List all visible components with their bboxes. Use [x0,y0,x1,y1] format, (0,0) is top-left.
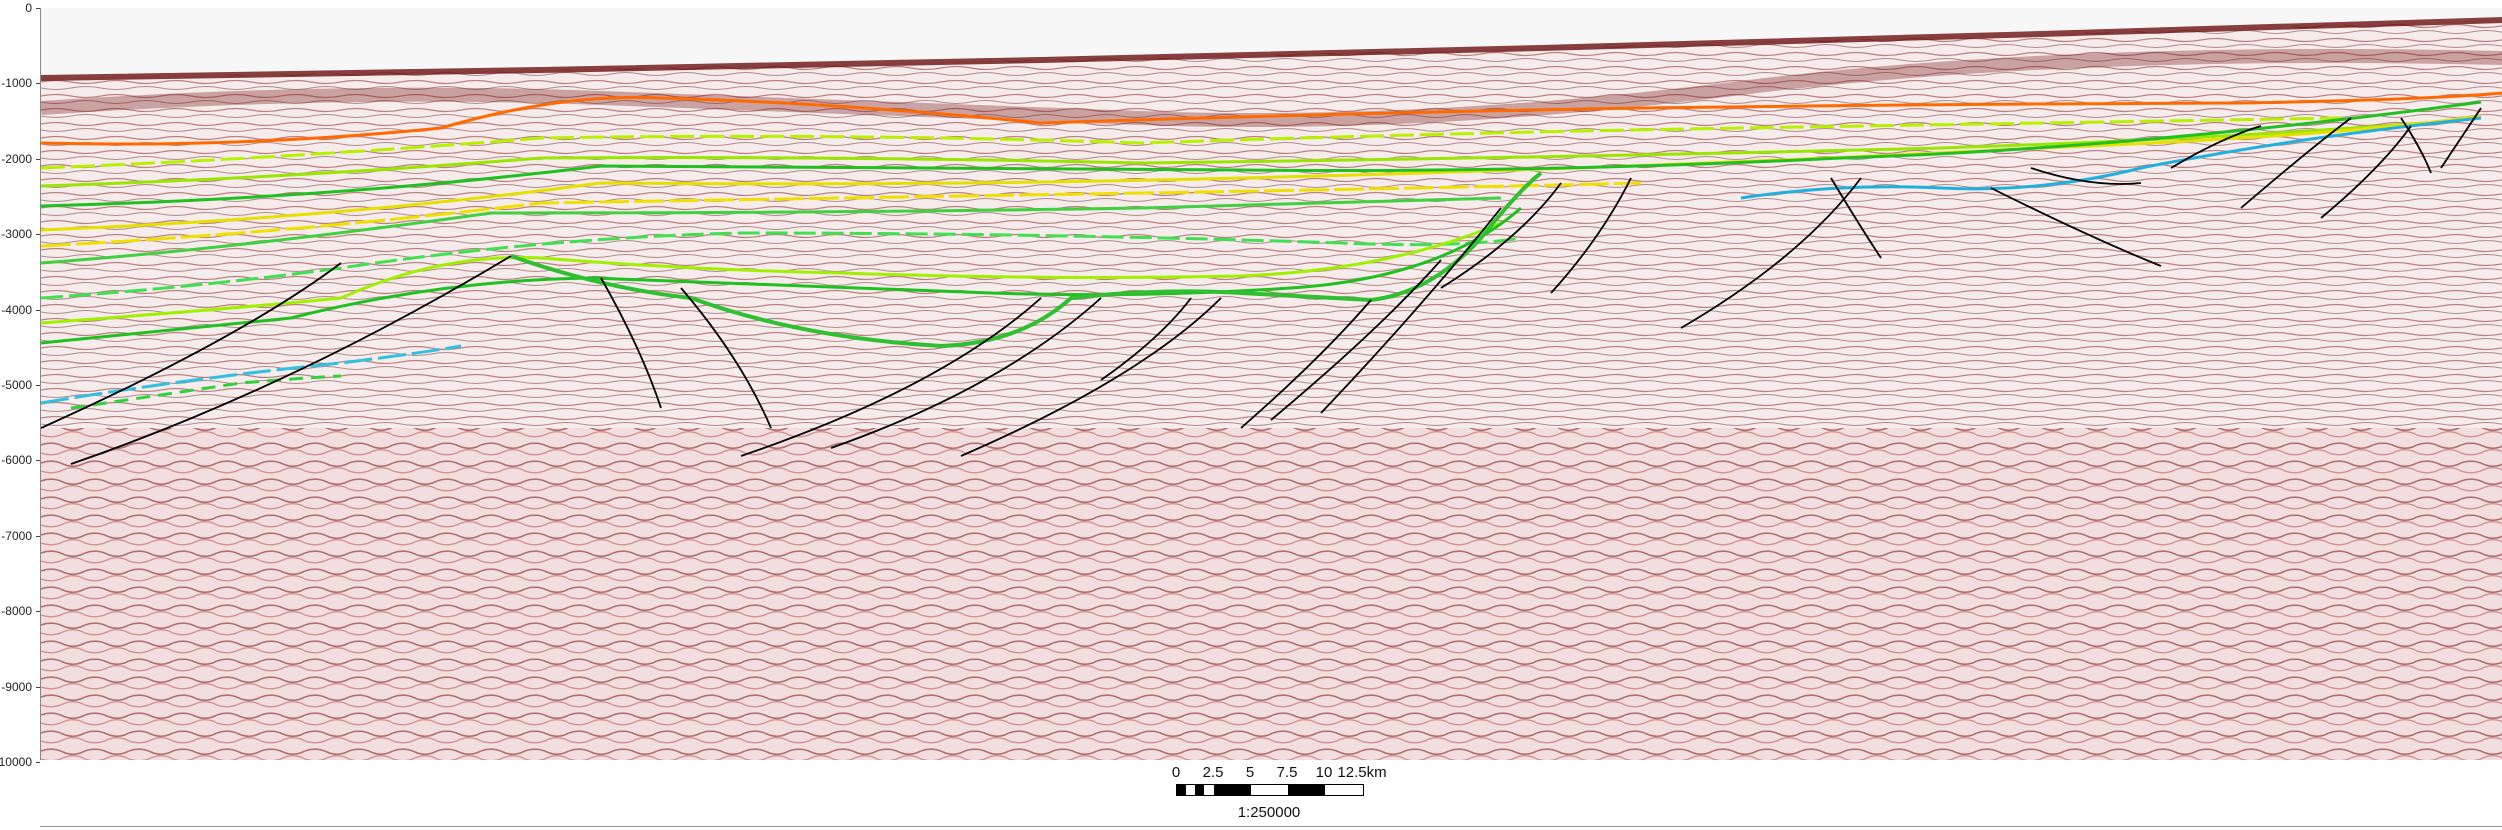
depth-tick-label: -9000 [1,679,32,694]
horizon-yellow-2 [41,181,1642,248]
horizon-orange [41,91,2502,146]
depth-tick-label: -1000 [1,76,32,91]
scale-label-0: 0 [1171,764,1181,781]
horizon-green-1 [41,100,2482,208]
depth-tick-label: -4000 [1,302,32,317]
horizon-green-basin [510,171,1543,349]
depth-tick-label: -8000 [1,604,32,619]
depth-tick-label: 0 [25,1,32,15]
seismic-image [41,8,2502,760]
depth-tick-mark [36,686,40,688]
depth-tick-label: 10000 [0,755,32,769]
depth-tick-mark [36,611,40,613]
scale-label-10: 10 [1315,764,1333,781]
scale-bar: 0 2.5 5 7.5 10 12.5km 1:250000 [1172,760,1387,826]
depth-tick-label: -6000 [1,453,32,468]
horizon-green-4 [41,206,1522,345]
depth-axis: 0 -1000 -2000 -3000 -4000 -5000 -6000 -7000 -800… [0,0,40,830]
depth-tick-label: -7000 [1,528,32,543]
scale-label-5: 5 [1245,764,1255,781]
depth-tick-label: -5000 [1,378,32,392]
scale-ratio: 1:250000 [1237,804,1301,821]
seismic-section [40,8,2502,760]
depth-tick-mark [36,234,40,236]
scale-label-2-5: 2.5 [1202,764,1224,781]
horizon-green-5 [70,374,342,410]
depth-tick-mark [36,8,40,9]
depth-tick-mark [36,762,40,763]
horizon-green-3 [41,231,1522,300]
horizon-cyan-2 [41,344,462,405]
scale-label-7-5: 7.5 [1276,764,1298,781]
bottom-rule [40,826,2502,827]
depth-tick-mark [36,83,40,85]
horizon-yellow-1 [41,114,2482,232]
depth-tick-label: -3000 [1,227,32,242]
water-column [41,8,2502,78]
horizon-lime-2 [41,118,2462,188]
depth-tick-mark [36,460,40,462]
deep-section [41,428,2502,760]
shallow-sediments [41,20,2502,428]
depth-tick-mark [36,385,40,386]
horizon-lime-3 [41,221,1502,325]
seabed-reflector [41,17,2502,81]
depth-tick-mark [36,535,40,537]
scale-label-12-5km: 12.5km [1337,764,1387,781]
depth-tick-mark [36,158,40,160]
horizon-lime-1 [41,116,2342,170]
scale-bar-graphic [1176,784,1364,796]
fault-lines [41,107,2482,465]
depth-tick-label: -2000 [1,151,32,166]
depth-tick-mark [36,309,40,311]
horizon-green-2 [41,196,1502,265]
